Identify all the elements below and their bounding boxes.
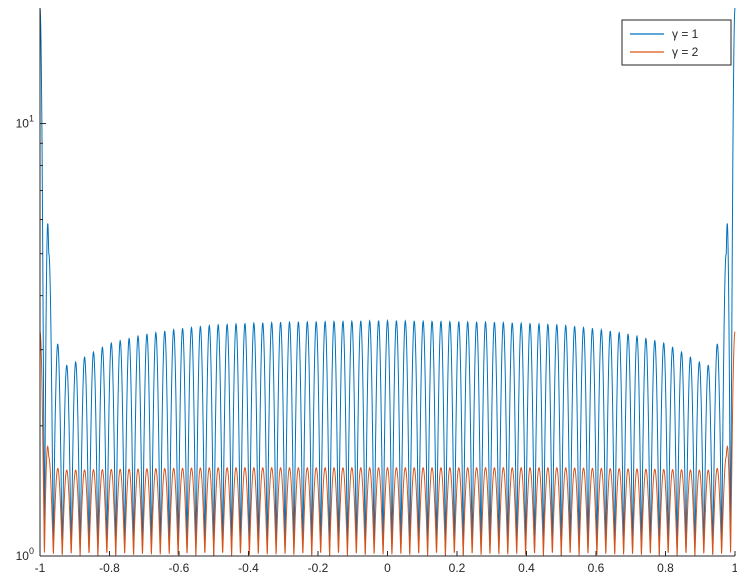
x-tick-label: 0	[384, 561, 391, 575]
x-tick-label: -0.4	[238, 561, 259, 575]
x-tick-label: 0.4	[518, 561, 535, 575]
series-layer	[39, 7, 736, 557]
x-tick-label: 0.2	[449, 561, 466, 575]
x-tick-label: -0.8	[99, 561, 120, 575]
legend-label-gamma-1: γ = 1	[672, 27, 699, 41]
y-tick-label: 101	[16, 114, 34, 131]
legend-label-gamma-2: γ = 2	[672, 45, 699, 59]
y-tick-label: 100	[16, 546, 34, 563]
x-tick-label: -1	[35, 561, 46, 575]
legend: γ = 1 γ = 2	[621, 19, 732, 66]
x-tick-label: -0.6	[169, 561, 190, 575]
x-tick-label: 0.8	[657, 561, 674, 575]
series-line-1	[39, 7, 736, 557]
x-tick-label: -0.2	[308, 561, 329, 575]
legend-box	[621, 19, 732, 66]
axes-layer: -1 -0.8 -0.6 -0.4 -0.2 0 0.2 0.4 0.6 0.8 1 100 101	[16, 8, 737, 575]
x-tick-label: 0.6	[588, 561, 605, 575]
x-tick-label: 1	[732, 561, 737, 575]
series-line-2	[39, 331, 736, 557]
